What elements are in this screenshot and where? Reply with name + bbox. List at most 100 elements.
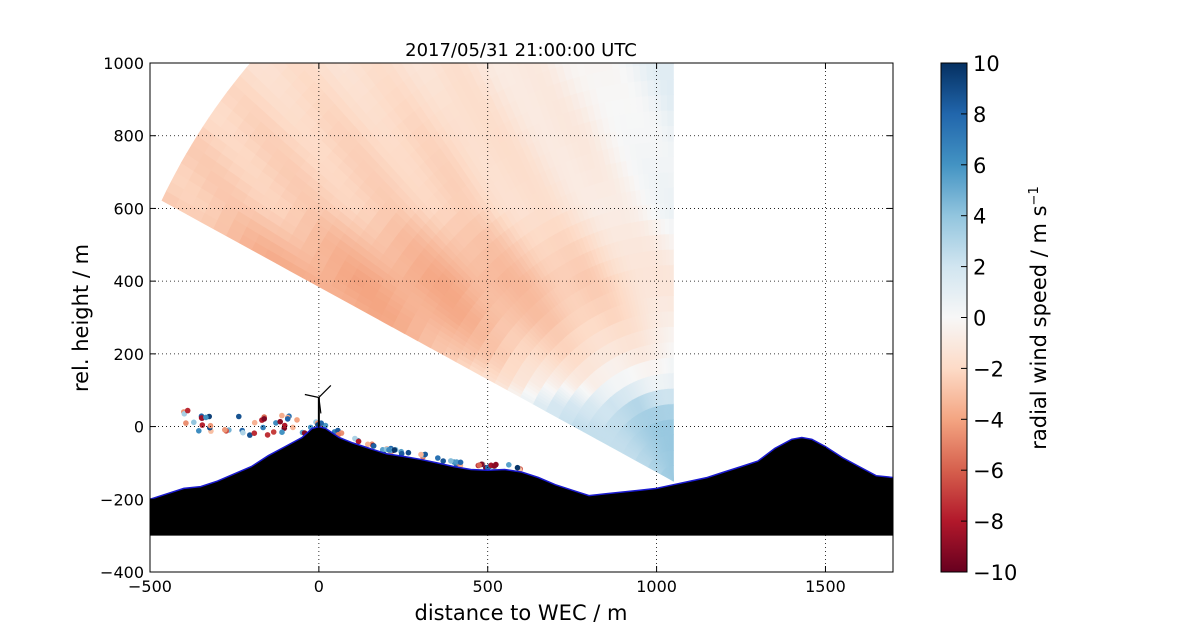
scan-cell	[551, 0, 563, 4]
scan-cell	[667, 64, 674, 80]
scatter-point	[492, 463, 498, 469]
scan-cell	[661, 79, 668, 95]
scan-cell	[655, 95, 662, 111]
scan-cell	[543, 0, 555, 6]
scan-cell	[642, 3, 651, 19]
scan-cell	[461, 0, 475, 5]
scan-cell	[491, 0, 504, 8]
scan-cell	[666, 234, 670, 250]
y-axis-label: rel. height / m	[69, 244, 93, 392]
scan-cell	[299, 26, 316, 45]
x-tick-label: 1000	[636, 577, 677, 596]
scan-cell	[664, 172, 669, 188]
scan-cell	[444, 13, 458, 31]
scan-cell	[361, 0, 377, 13]
scatter-point	[290, 425, 296, 431]
scan-cell	[651, 18, 659, 34]
scan-cell	[430, 22, 444, 40]
scatter-point	[285, 416, 291, 422]
scatter-point	[261, 416, 267, 422]
scan-cell	[581, 11, 591, 28]
chart-title: 2017/05/31 21:00:00 UTC	[405, 40, 637, 61]
scan-cell	[431, 0, 446, 4]
scan-cell	[400, 0, 415, 4]
scan-cell	[385, 33, 400, 51]
scan-cell	[385, 15, 400, 33]
scan-cell	[602, 0, 612, 8]
scatter-point	[260, 425, 266, 431]
scan-cell	[316, 31, 333, 49]
colorbar-tick-label: 4	[973, 205, 986, 229]
scatter-point	[240, 430, 246, 436]
scatter-point	[208, 423, 214, 429]
scan-cell	[377, 2, 393, 20]
scan-cell	[658, 157, 664, 173]
scatter-point	[277, 419, 283, 425]
scan-cell	[312, 0, 329, 13]
scan-cell	[671, 296, 674, 312]
x-tick-label: 500	[472, 577, 503, 596]
scan-cell	[519, 0, 531, 14]
scan-cell	[423, 0, 438, 8]
scan-cell	[594, 0, 604, 9]
scan-cell	[355, 37, 371, 55]
scan-cell	[551, 18, 562, 35]
scan-cell	[668, 110, 674, 126]
scan-cell	[612, 6, 621, 22]
scan-cell	[662, 126, 668, 142]
scatter-point	[294, 417, 300, 423]
scan-cell	[282, 22, 299, 41]
scan-cell	[371, 44, 387, 62]
scan-cell	[558, 16, 569, 33]
scatter-point	[185, 408, 191, 414]
scan-cell	[302, 45, 319, 63]
turbine-blade	[305, 394, 319, 397]
scatter-point	[279, 413, 285, 419]
scan-cell	[661, 95, 668, 111]
scatter-point	[515, 465, 521, 471]
scan-cell	[473, 15, 486, 33]
scan-cell	[369, 7, 385, 25]
scan-cell	[668, 296, 671, 312]
scan-cell	[658, 2, 666, 18]
scan-cell	[329, 0, 345, 18]
scatter-point	[252, 430, 258, 436]
scatter-point	[196, 428, 202, 434]
x-tick-label: 0	[314, 577, 324, 596]
scan-cell	[670, 249, 674, 264]
colorbar-tick-label: −6	[973, 459, 1004, 483]
scan-cell	[586, 0, 596, 11]
scan-cell	[314, 13, 331, 32]
scan-cell	[452, 9, 466, 27]
scatter-point	[406, 450, 412, 456]
colorbar-tick-label: −10	[973, 561, 1017, 585]
scan-cell	[501, 20, 514, 38]
scan-cell	[589, 9, 599, 26]
scan-cell	[591, 25, 601, 42]
scan-cell	[400, 23, 415, 41]
scan-cell	[648, 95, 655, 111]
scan-cell	[668, 157, 673, 173]
scatter-point	[252, 420, 258, 426]
scan-cell	[671, 327, 674, 343]
scan-cell	[370, 25, 386, 43]
scan-cell	[289, 15, 306, 34]
plot-area	[150, 0, 893, 536]
scan-cell	[562, 0, 573, 16]
scatter-point	[356, 439, 362, 445]
terrain	[150, 427, 893, 536]
scan-cell	[467, 1, 481, 19]
scan-cell	[268, 37, 285, 56]
scatter-point	[506, 462, 512, 468]
scan-cell	[566, 14, 577, 31]
scan-cell	[353, 0, 369, 19]
scan-cell	[672, 388, 674, 404]
scan-cell	[527, 0, 539, 11]
scan-cell	[618, 0, 628, 6]
scan-cell	[666, 249, 670, 265]
scan-cell	[666, 2, 674, 18]
scan-cell	[392, 9, 407, 27]
scan-cell	[407, 0, 422, 18]
colorbar-tick-label: −8	[973, 510, 1004, 534]
